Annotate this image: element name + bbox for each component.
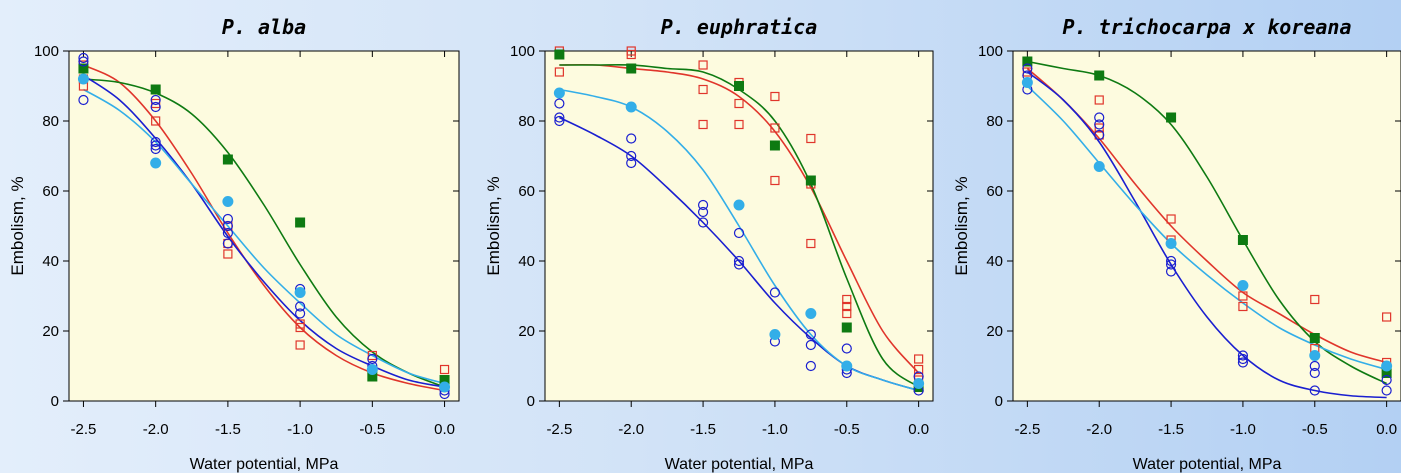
x-tick-label: -2.0 [618, 421, 644, 438]
x-tick-label: -2.0 [1086, 421, 1112, 438]
series-2-point [151, 85, 160, 94]
series-4-point [842, 361, 852, 371]
chart-panel-1: 0 20 40 60 80 100 -2.5 -2.0 -1.5 -1.0 -0.5 0.0 Water… [8, 15, 459, 473]
y-tick-label: 80 [986, 113, 1003, 130]
y-tick-label: 40 [986, 253, 1003, 270]
series-2-point [842, 323, 851, 332]
x-axis-label: Water potential, MPa [665, 456, 814, 473]
x-tick-label: -1.5 [1158, 421, 1184, 438]
series-4-point [770, 330, 780, 340]
y-tick-label: 40 [42, 253, 59, 270]
x-tick-label: -2.0 [143, 421, 169, 438]
y-tick-label: 60 [42, 183, 59, 200]
series-4-point [223, 197, 233, 207]
x-tick-label: -2.5 [1014, 421, 1040, 438]
series-2-point [806, 176, 815, 185]
series-4-point [295, 288, 305, 298]
x-axis-label: Water potential, MPa [190, 456, 339, 473]
series-2-point [770, 141, 779, 150]
series-2-point [555, 50, 564, 59]
x-tick-label: -0.5 [834, 421, 860, 438]
chart-title: P. alba [222, 15, 306, 39]
x-tick-label: 0.0 [1376, 421, 1397, 438]
y-tick-label: 0 [527, 393, 535, 410]
y-tick-label: 20 [986, 323, 1003, 340]
series-2-point [1238, 236, 1247, 245]
y-tick-label: 20 [42, 323, 59, 340]
series-2-point [627, 64, 636, 73]
series-2-point [735, 82, 744, 91]
x-tick-label: -2.5 [546, 421, 572, 438]
series-4-point [440, 382, 450, 392]
series-4-point [367, 365, 377, 375]
y-tick-label: 80 [42, 113, 59, 130]
series-2-point [1167, 113, 1176, 122]
series-4-point [554, 88, 564, 98]
series-4-point [151, 158, 161, 168]
series-4-point [1094, 162, 1104, 172]
x-tick-label: -1.0 [1230, 421, 1256, 438]
x-tick-label: -0.5 [1302, 421, 1328, 438]
y-tick-label: 100 [978, 43, 1003, 60]
x-tick-label: -1.0 [762, 421, 788, 438]
y-tick-label: 0 [995, 393, 1003, 410]
x-tick-label: -1.5 [215, 421, 241, 438]
series-4-point [806, 309, 816, 319]
y-tick-label: 60 [518, 183, 535, 200]
y-tick-label: 100 [510, 43, 535, 60]
y-tick-label: 40 [518, 253, 535, 270]
series-4-point [1310, 351, 1320, 361]
series-4-point [1238, 281, 1248, 291]
x-tick-label: -1.0 [287, 421, 313, 438]
series-4-point [1022, 78, 1032, 88]
y-tick-label: 60 [986, 183, 1003, 200]
chart-title: P. trichocarpa x koreana [1063, 15, 1352, 39]
y-tick-label: 100 [34, 43, 59, 60]
series-2-point [296, 218, 305, 227]
series-2-point [1095, 71, 1104, 80]
x-axis-label: Water potential, MPa [1133, 456, 1282, 473]
x-tick-label: 0.0 [908, 421, 929, 438]
y-axis-label: Embolism, % [952, 176, 971, 275]
y-tick-label: 0 [51, 393, 59, 410]
y-axis-label: Embolism, % [8, 176, 27, 275]
y-tick-label: 20 [518, 323, 535, 340]
series-4-point [914, 379, 924, 389]
y-tick-label: 80 [518, 113, 535, 130]
series-4-point [78, 74, 88, 84]
x-tick-label: -2.5 [71, 421, 97, 438]
series-4-point [1166, 239, 1176, 249]
x-tick-label: 0.0 [434, 421, 455, 438]
chart-title: P. euphratica [661, 15, 818, 39]
chart-panel-2: 0 20 40 60 80 100 -2.5 -2.0 -1.5 -1.0 -0.5 0.0 Water… [484, 15, 933, 473]
series-4-point [1382, 361, 1392, 371]
plot-area [69, 51, 459, 401]
series-2-point [223, 155, 232, 164]
x-tick-label: -1.5 [690, 421, 716, 438]
chart-panel-3: 0 20 40 60 80 100 -2.5 -2.0 -1.5 -1.0 -0.5 0.0 Water… [952, 15, 1401, 473]
series-2-point [1310, 334, 1319, 343]
series-4-point [734, 200, 744, 210]
series-4-point [626, 102, 636, 112]
y-axis-label: Embolism, % [484, 176, 503, 275]
x-tick-label: -0.5 [359, 421, 385, 438]
